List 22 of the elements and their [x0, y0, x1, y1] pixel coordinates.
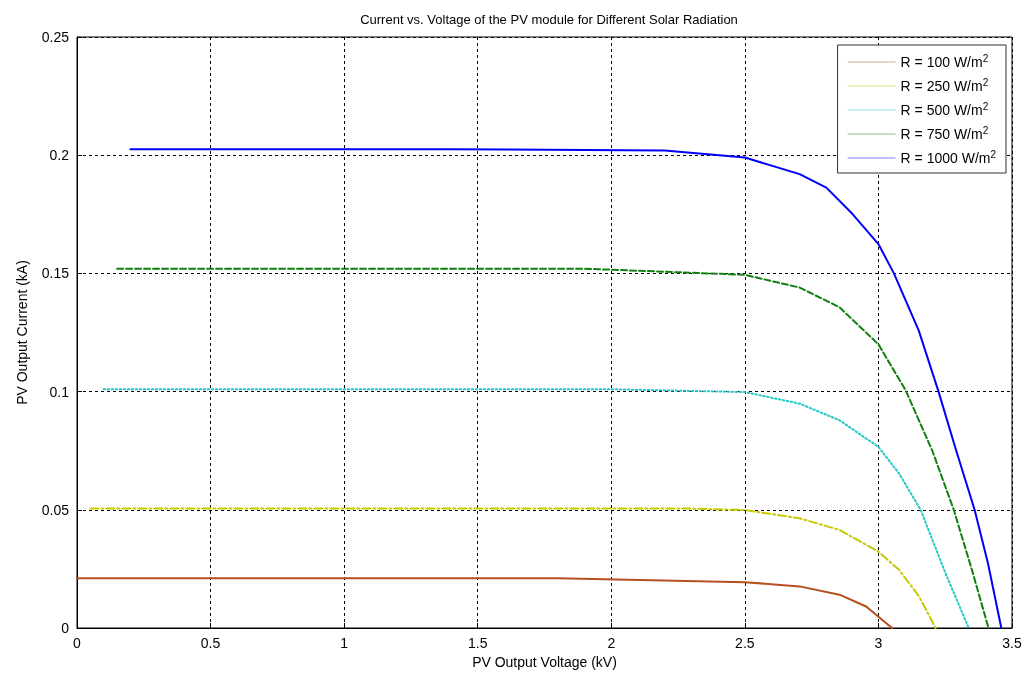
line-series [76, 577, 894, 629]
y-axis-title: PV Output Current (kA) [14, 260, 30, 405]
line-series [116, 267, 990, 629]
y-tick-label: 0.05 [41, 501, 70, 518]
y-tick-label: 0 [61, 620, 70, 636]
x-axis-title: PV Output Voltage (kV) [472, 653, 617, 670]
y-tick-label: 0.2 [49, 147, 70, 164]
line-series [129, 148, 1003, 629]
x-tick-label: 3.5 [1002, 635, 1022, 651]
chart-title: Current vs. Voltage of the PV module for Different Solar Radiation [360, 12, 738, 27]
y-tick-label: 0.25 [41, 29, 70, 45]
x-tick-label: 0.5 [200, 635, 221, 651]
y-tick-label: 0.15 [41, 265, 70, 282]
line-series [89, 507, 937, 629]
x-tick-label: 2.5 [735, 635, 755, 651]
x-tick-label: 2 [607, 635, 616, 651]
x-tick-label: 0 [73, 635, 82, 651]
x-tick-label: 1.5 [467, 635, 488, 651]
x-tick-label: 1 [340, 635, 349, 651]
x-tick-label: 3 [874, 635, 883, 651]
line-series [102, 388, 970, 629]
y-tick-label: 0.1 [49, 383, 70, 400]
